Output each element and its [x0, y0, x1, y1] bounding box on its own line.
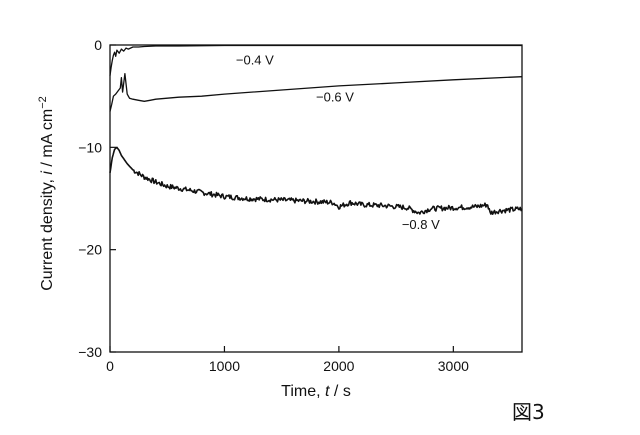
x-tick-label: 0 [106, 358, 114, 374]
x-axis-title: Time, t / s [281, 383, 351, 400]
x-tick-label: 3000 [438, 358, 469, 374]
series-layer [110, 46, 522, 215]
series-annotation: −0.4 V [236, 52, 274, 67]
y-tick-label: 0 [94, 37, 102, 53]
x-axis-title-prefix: Time, [281, 383, 325, 400]
series-line-0 [110, 46, 522, 76]
figure-label: 図3 [512, 396, 545, 425]
series-annotation: −0.6 V [316, 89, 354, 104]
axes: 0 1000 2000 3000 0 −10 −20 −30 Time, t / s Curren… [37, 37, 522, 400]
series-annotation: −0.8 V [402, 217, 440, 232]
x-axis-title-suffix: / s [329, 383, 350, 400]
y-axis-title-suffix: / mA cm [39, 109, 56, 171]
y-tick-label: −10 [78, 139, 102, 155]
x-tick-label: 1000 [209, 358, 240, 374]
y-axis-title-prefix: Current density, [39, 175, 56, 291]
x-tick-label: 2000 [323, 358, 354, 374]
series-line-2 [110, 147, 522, 214]
y-tick-label: −30 [78, 344, 102, 360]
y-axis-title-sup: −2 [37, 96, 49, 109]
y-axis-title: Current density, i / mA cm−2 [37, 96, 56, 291]
labels-layer: −0.4 V −0.6 V −0.8 V [236, 52, 440, 232]
y-tick-label: −20 [78, 242, 102, 258]
